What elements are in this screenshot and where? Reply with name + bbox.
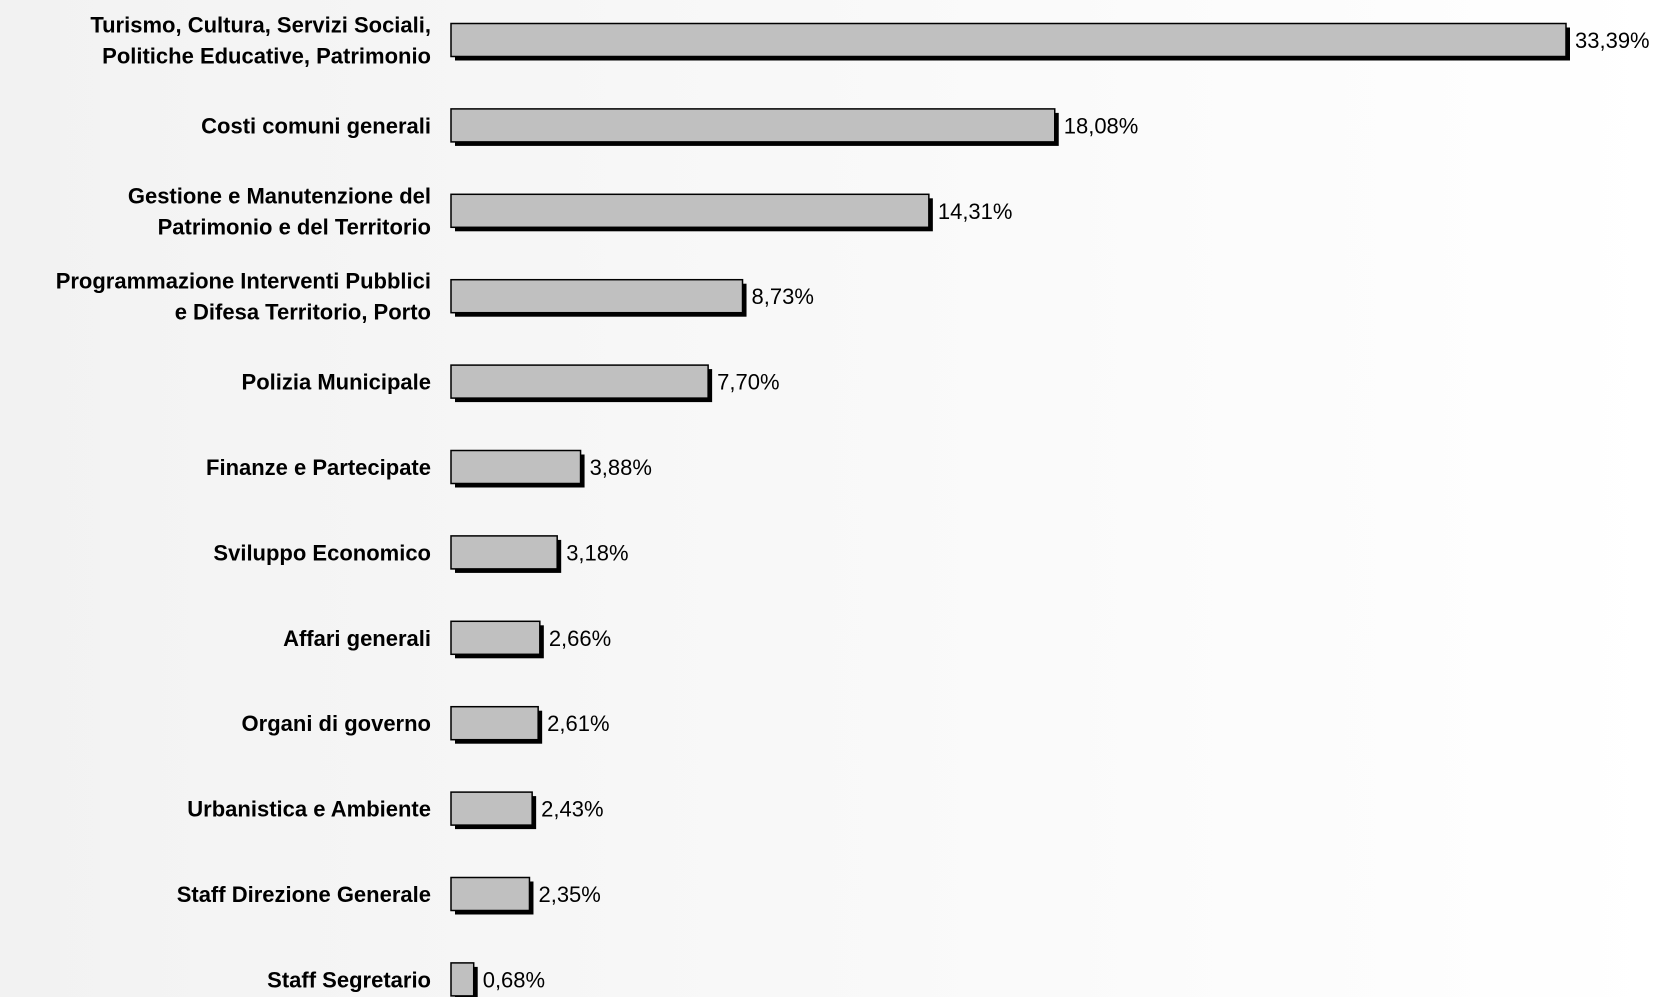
category-label-line: Staff Direzione Generale — [177, 882, 431, 907]
bar — [450, 193, 930, 229]
category-label: Polizia Municipale — [242, 370, 431, 395]
bar — [450, 705, 539, 741]
bars-layer: 33,39% Turismo, Cultura, Servizi Sociali,… — [56, 13, 1650, 1000]
category-label: Finanze e Partecipate — [206, 455, 431, 480]
data-label: 7,70% — [717, 370, 779, 395]
bar — [450, 108, 1056, 143]
bar — [450, 364, 709, 399]
bar-group: 14,31% Gestione e Manutenzione del Patrimo… — [128, 183, 1013, 239]
bar — [450, 278, 744, 314]
bar-group: 2,43% Urbanistica e Ambiente — [187, 791, 604, 830]
bar-group: 3,18% Sviluppo Economico — [213, 535, 629, 573]
category-label-line: Costi comuni generali — [201, 113, 431, 138]
category-label-line: Affari generali — [283, 626, 431, 651]
bar-group: 3,88% Finanze e Partecipate — [206, 449, 652, 488]
category-label: Costi comuni generali — [201, 113, 431, 138]
bar-group: 18,08% Costi comuni generali — [201, 108, 1139, 146]
category-label: Gestione e Manutenzione del Patrimonio e … — [128, 183, 431, 239]
category-label-line: Turismo, Cultura, Servizi Sociali, — [90, 13, 431, 38]
category-label-line: e Difesa Territorio, Porto — [175, 300, 431, 325]
bar-group: 2,66% Affari generali — [283, 620, 611, 659]
bar-group: 7,70% Polizia Municipale — [242, 364, 780, 403]
category-label-line: Politiche Educative, Patrimonio — [102, 44, 431, 69]
category-label: Urbanistica e Ambiente — [187, 797, 431, 822]
bar — [450, 620, 541, 656]
data-label: 2,43% — [541, 797, 603, 822]
data-label: 3,18% — [566, 540, 628, 565]
data-label: 2,66% — [549, 626, 611, 651]
category-label-line: Polizia Municipale — [242, 370, 431, 395]
data-label: 3,88% — [590, 455, 652, 480]
bar-group: 33,39% Turismo, Cultura, Servizi Sociali,… — [90, 13, 1649, 69]
data-label: 2,61% — [547, 711, 609, 736]
bar-group: 8,73% Programmazione Interventi Pubblici e… — [56, 269, 814, 325]
category-label: Programmazione Interventi Pubblici e Dife… — [56, 269, 431, 325]
data-label: 8,73% — [752, 284, 814, 309]
category-label-line: Patrimonio e del Territorio — [158, 214, 431, 239]
bar-group: 2,35% Staff Direzione Generale — [177, 876, 601, 915]
category-label: Affari generali — [283, 626, 431, 651]
bar — [450, 962, 475, 997]
bar — [450, 791, 533, 826]
category-label: Sviluppo Economico — [213, 540, 431, 565]
category-label-line: Gestione e Manutenzione del — [128, 183, 431, 208]
data-label: 18,08% — [1064, 113, 1139, 138]
category-label-line: Finanze e Partecipate — [206, 455, 431, 480]
bar-group: 0,68% Staff Segretario — [267, 962, 545, 1000]
bar — [450, 22, 1567, 58]
category-label: Staff Direzione Generale — [177, 882, 431, 907]
data-label: 33,39% — [1575, 28, 1650, 53]
data-label: 0,68% — [483, 967, 545, 992]
category-label-line: Sviluppo Economico — [213, 540, 431, 565]
category-label-line: Programmazione Interventi Pubblici — [56, 269, 431, 294]
data-label: 14,31% — [938, 199, 1013, 224]
category-label: Organi di governo — [242, 711, 431, 736]
category-label: Turismo, Cultura, Servizi Sociali, Politi… — [90, 13, 431, 69]
category-label-line: Organi di governo — [242, 711, 431, 736]
category-label-line: Staff Segretario — [267, 967, 431, 992]
data-label: 2,35% — [538, 882, 600, 907]
category-label: Staff Segretario — [267, 967, 431, 992]
category-label-line: Urbanistica e Ambiente — [187, 797, 431, 822]
bar-group: 2,61% Organi di governo — [242, 705, 610, 744]
bar — [450, 876, 531, 912]
bar — [450, 535, 558, 570]
bar — [450, 449, 582, 485]
